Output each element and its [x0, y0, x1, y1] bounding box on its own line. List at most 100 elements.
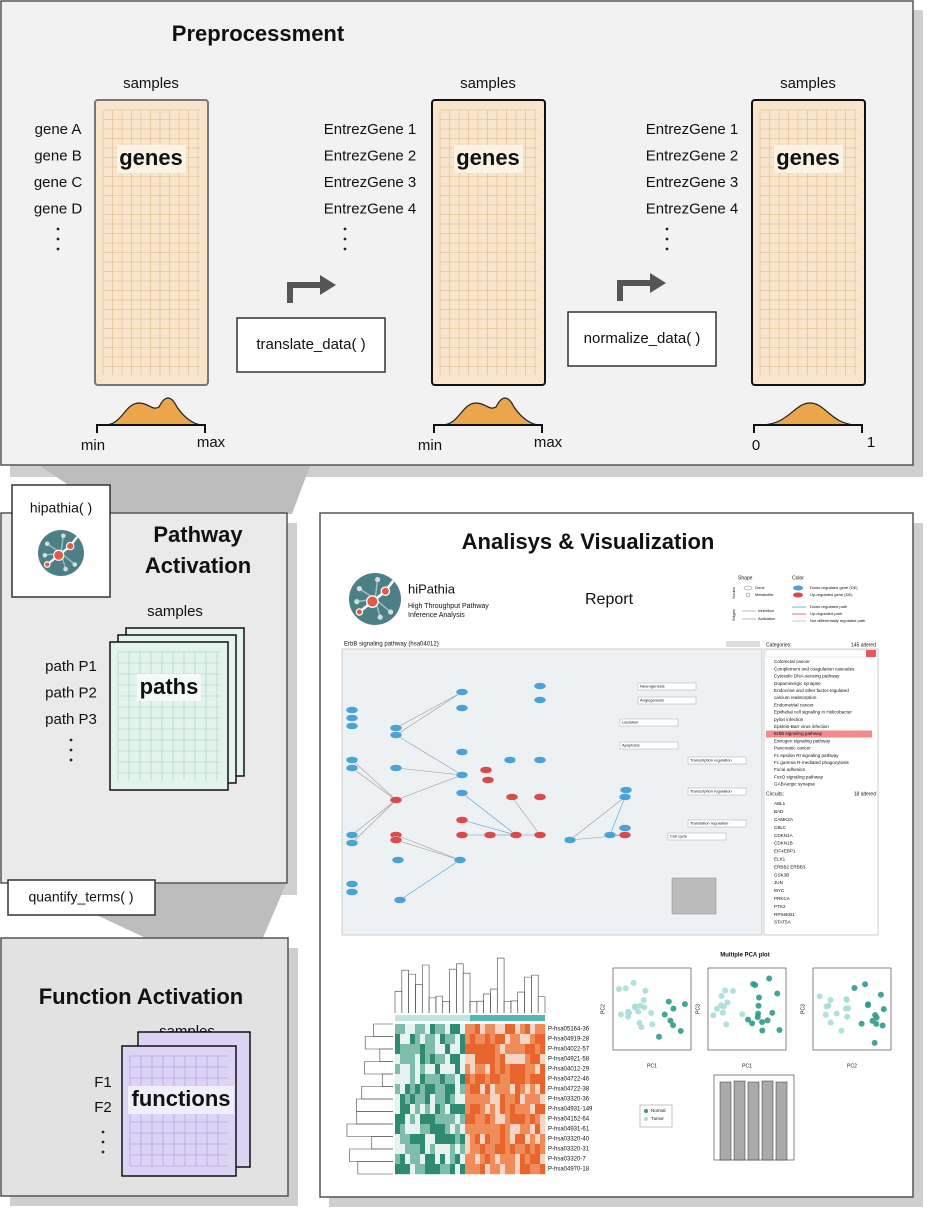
- bar: [747, 1081, 760, 1161]
- node: [389, 836, 403, 844]
- node: [563, 836, 577, 844]
- heatmap-cell: [415, 1024, 421, 1035]
- heatmap-cell: [415, 1044, 421, 1055]
- heatmap-cell: [455, 1104, 461, 1115]
- logo-dot: [354, 599, 360, 605]
- matrix: [94, 99, 209, 386]
- heatmap-cell: [520, 1034, 526, 1045]
- heatmap-cell: [535, 1114, 541, 1125]
- heatmap-cell: [455, 1164, 461, 1175]
- heatmap-cell: [410, 1044, 416, 1055]
- heatmap-cell: [525, 1094, 531, 1105]
- heatmap-cell: [520, 1114, 526, 1125]
- heatmap-cell: [480, 1124, 486, 1135]
- heatmap-cell: [490, 1124, 496, 1135]
- heatmap-cell: [490, 1144, 496, 1155]
- heatmap-cell: [485, 1094, 491, 1105]
- heatmap-cell: [420, 1074, 426, 1085]
- heatmap-cell: [430, 1094, 436, 1105]
- legend-item: Down-regulated gene (DE): [810, 585, 858, 590]
- pca-point: [774, 990, 781, 997]
- heatmap-cell: [435, 1094, 441, 1105]
- dendrogram: [531, 974, 539, 1013]
- matrix-label: genes: [776, 145, 840, 170]
- legend-item: Metabolite: [755, 592, 774, 597]
- heatmap-cell: [400, 1164, 406, 1175]
- heatmap-cell: [495, 1054, 501, 1065]
- pca-point: [648, 1009, 655, 1016]
- pca-point: [851, 984, 858, 991]
- heatmap-cell: [530, 1124, 536, 1135]
- heatmap-cell: [530, 1154, 536, 1165]
- heatmap-cell: [415, 1064, 421, 1075]
- edge: [351, 799, 397, 844]
- heatmap-cell: [475, 1124, 481, 1135]
- heatmap-cell: [535, 1074, 541, 1085]
- edge: [395, 691, 463, 736]
- axis: [96, 424, 206, 433]
- heatmap-cell: [430, 1154, 436, 1165]
- pca-point: [729, 987, 736, 994]
- heatmap-cell: [520, 1054, 526, 1065]
- heatmap-cell: [410, 1154, 416, 1165]
- heatmap-cell: [400, 1034, 406, 1045]
- heatmap-cell: [460, 1134, 466, 1145]
- heatmap-cell: [520, 1074, 526, 1085]
- matrix-label-bg: [774, 145, 843, 173]
- heatmap-cell: [420, 1164, 426, 1175]
- heatmap-cell: [525, 1024, 531, 1035]
- pca-plot: [612, 967, 692, 1051]
- row-label: EntrezGene 2: [324, 147, 417, 164]
- heatmap-cell: [420, 1104, 426, 1115]
- logo-node: [53, 549, 65, 561]
- heatmap-cell: [430, 1104, 436, 1115]
- heatmap-cell: [440, 1034, 446, 1045]
- heatmap-cell: [450, 1134, 456, 1145]
- heatmap-cell: [490, 1164, 496, 1175]
- heatmap-cell: [455, 1064, 461, 1075]
- heatmap-cell: [405, 1034, 411, 1045]
- heatmap-cell: [510, 1154, 516, 1165]
- node: [455, 704, 469, 712]
- heatmap-cell: [525, 1084, 531, 1095]
- heatmap-cell: [465, 1134, 471, 1145]
- heatmap-cell: [460, 1074, 466, 1085]
- heatmap-cell: [525, 1054, 531, 1065]
- heatmap-row-label: P-hsa03320-7: [548, 1157, 586, 1163]
- function-name: hipathia( ): [30, 500, 92, 516]
- heatmap-cell: [445, 1114, 451, 1125]
- heatmap-cell: [540, 1054, 546, 1065]
- heatmap-cell: [450, 1074, 456, 1085]
- heatmap-row-label: P-hsa04921-58: [548, 1057, 590, 1063]
- heatmap-cell: [515, 1024, 521, 1035]
- heatmap-cell: [445, 1144, 451, 1155]
- heatmap-cell: [405, 1164, 411, 1175]
- pca-point: [615, 985, 622, 992]
- heatmap-cell: [535, 1064, 541, 1075]
- heatmap-cell: [460, 1064, 466, 1075]
- heatmap-cell: [445, 1034, 451, 1045]
- heatmap-cell: [395, 1154, 401, 1165]
- pca-point: [622, 985, 629, 992]
- pca-point: [739, 1011, 746, 1018]
- bar: [761, 1080, 774, 1161]
- pca-point: [756, 994, 763, 1001]
- heatmap-cell: [405, 1144, 411, 1155]
- heatmap-cell: [410, 1084, 416, 1095]
- heatmap-cell: [455, 1044, 461, 1055]
- pca-axis-label: PC2: [600, 1004, 606, 1014]
- heatmap-cell: [490, 1044, 496, 1055]
- matrix-label-bg: [137, 674, 201, 701]
- heatmap-cell: [495, 1044, 501, 1055]
- heatmap-cell: [400, 1144, 406, 1155]
- heatmap-cell: [500, 1064, 506, 1075]
- heatmap-cell: [500, 1074, 506, 1085]
- heatmap-row-label: P-hsa03320-40: [548, 1137, 590, 1143]
- heatmap-cell: [405, 1134, 411, 1145]
- heatmap-cell: [530, 1164, 536, 1175]
- heatmap-cell: [410, 1104, 416, 1115]
- bar: [719, 1081, 732, 1161]
- heatmap-cell: [485, 1064, 491, 1075]
- category-item: Epithelial cell signaling in Helicobacte…: [774, 710, 852, 715]
- heatmap-cell: [505, 1064, 511, 1075]
